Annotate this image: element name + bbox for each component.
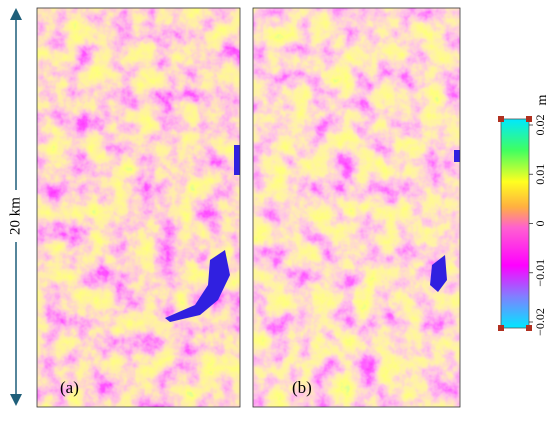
tick-label: −0.01 bbox=[533, 259, 547, 287]
scale-label: 20 km bbox=[7, 197, 23, 235]
corner-handle bbox=[526, 325, 532, 331]
tick-label: −0.02 bbox=[533, 308, 547, 336]
blob bbox=[165, 250, 230, 322]
corner-handle bbox=[498, 325, 504, 331]
blob bbox=[234, 145, 240, 175]
panel-label: (b) bbox=[292, 378, 312, 397]
colorbar-unit: m bbox=[535, 94, 550, 105]
corner-handle bbox=[498, 116, 504, 122]
blob bbox=[454, 150, 460, 162]
panel-label: (a) bbox=[60, 378, 79, 397]
corner-handle bbox=[526, 116, 532, 122]
colorbar bbox=[500, 118, 530, 329]
blob bbox=[430, 255, 447, 292]
colorbar-ticks: −0.02 −0.01 0 0.01 0.02 bbox=[529, 115, 547, 336]
panel-frame bbox=[36, 7, 241, 408]
map-panel bbox=[253, 8, 460, 407]
map-panel bbox=[37, 8, 240, 407]
tick-label: 0.01 bbox=[533, 164, 547, 185]
scale-label-bg bbox=[4, 190, 28, 242]
tick-label: 0 bbox=[533, 221, 547, 227]
panel-frame bbox=[252, 7, 461, 408]
tick-label: 0.02 bbox=[533, 115, 547, 136]
